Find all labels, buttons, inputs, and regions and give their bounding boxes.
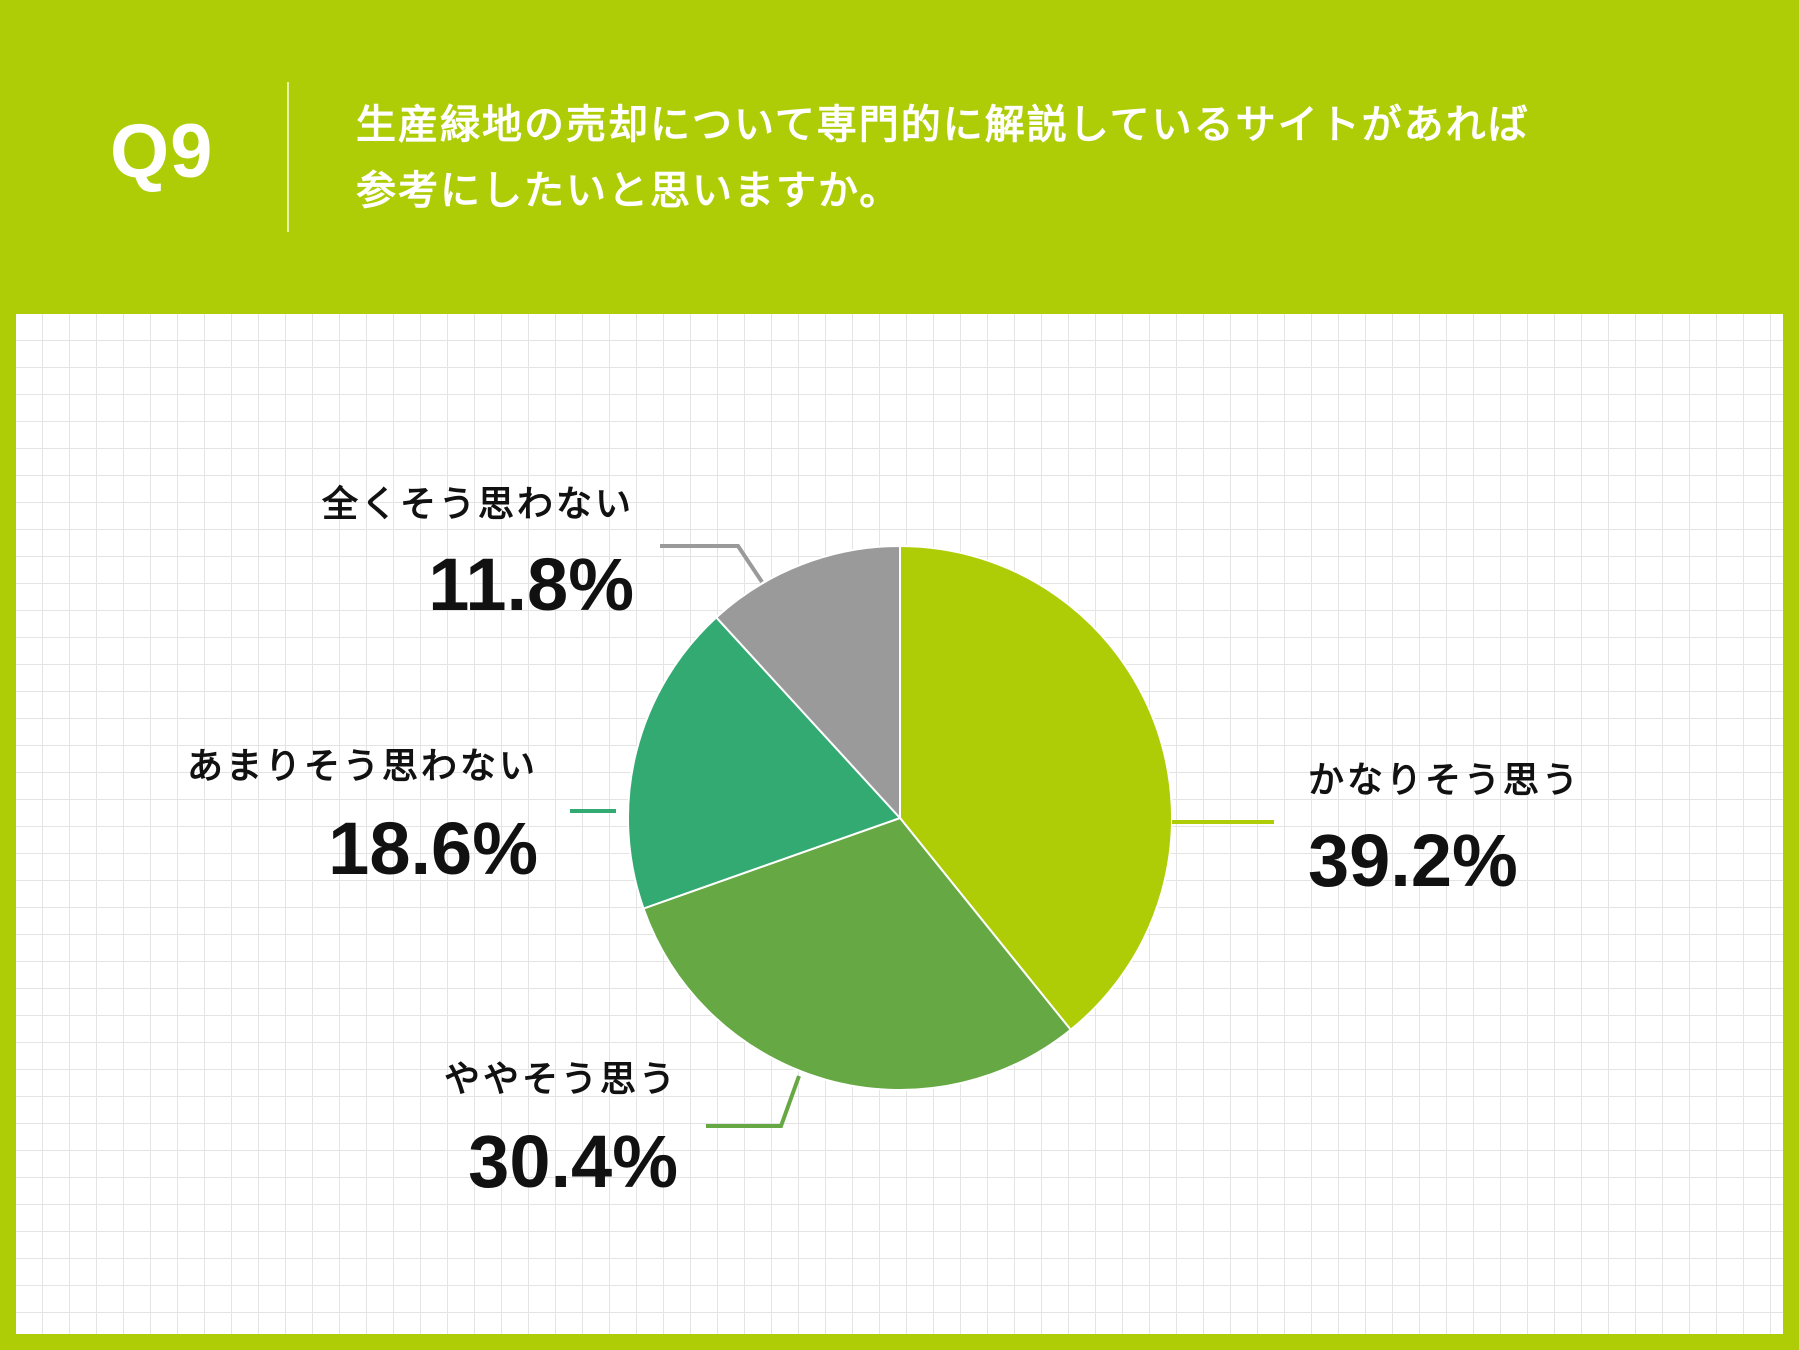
leader-line (706, 1075, 801, 1128)
question-number: Q9 (110, 109, 214, 194)
pie-slices (627, 544, 1173, 1091)
slice-category-label: かなりそう思う (1308, 760, 1581, 801)
header-divider (287, 82, 289, 232)
question-line-1: 生産緑地の売却について専門的に解説しているサイトがあれば (356, 102, 1530, 148)
header: Q9 生産緑地の売却について専門的に解説しているサイトがあれば 参考にしたいと思… (0, 0, 1799, 312)
slice-value-label: 18.6% (328, 807, 538, 890)
pie-slice (627, 615, 902, 910)
slice-value-label: 30.4% (468, 1120, 678, 1203)
slice-value-label: 39.2% (1308, 819, 1518, 902)
leader-line (660, 544, 764, 584)
slice-value-label: 11.8% (428, 543, 634, 626)
question-text: 生産緑地の売却について専門的に解説しているサイトがあれば 参考にしたいと思います… (356, 92, 1736, 224)
pie-chart: かなりそう思う 39.2% ややそう思う 30.4% あまりそう思わない 18.6% 全くそ… (187, 483, 1581, 1203)
slice-category-label: あまりそう思わない (187, 746, 538, 787)
pie-slice (714, 544, 901, 821)
pie-slice (642, 816, 1073, 1091)
slice-category-label: 全くそう思わない (321, 483, 634, 525)
chart-panel: かなりそう思う 39.2% ややそう思う 30.4% あまりそう思わない 18.6% 全くそ… (16, 314, 1783, 1334)
leader-lines (570, 544, 1274, 1128)
slice-labels: かなりそう思う 39.2% ややそう思う 30.4% あまりそう思わない 18.6% 全くそ… (187, 483, 1581, 1203)
question-line-2: 参考にしたいと思いますか。 (356, 168, 902, 214)
pie-slice (899, 544, 1173, 1032)
slice-category-label: ややそう思う (444, 1059, 678, 1100)
